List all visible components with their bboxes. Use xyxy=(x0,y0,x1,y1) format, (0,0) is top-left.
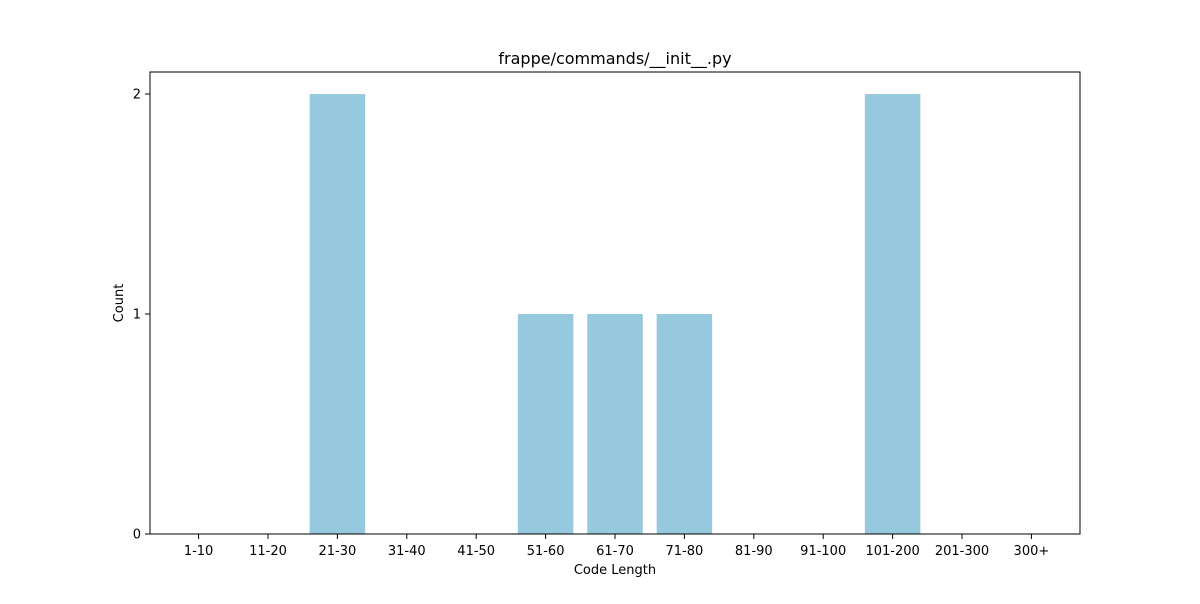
y-axis: 0 1 2 xyxy=(133,88,150,543)
x-tick-label: 31-40 xyxy=(388,544,426,559)
y-tick-label: 1 xyxy=(133,308,141,323)
x-axis-label: Code Length xyxy=(574,563,656,578)
x-tick-label: 101-200 xyxy=(865,544,919,559)
bar-71-80 xyxy=(656,314,713,534)
x-tick-label: 51-60 xyxy=(527,544,565,559)
x-tick-label: 11-20 xyxy=(249,544,287,559)
x-tick-label: 300+ xyxy=(1014,544,1050,559)
x-tick-label: 41-50 xyxy=(457,544,495,559)
bar-21-30 xyxy=(309,94,366,534)
x-axis: 1-10 11-20 21-30 31-40 41-50 51-60 61-70 71-80 8… xyxy=(184,534,1049,559)
bar-51-60 xyxy=(517,314,574,534)
x-tick-label: 21-30 xyxy=(318,544,356,559)
x-tick-label: 81-90 xyxy=(735,544,773,559)
chart-title: frappe/commands/__init__.py xyxy=(498,49,731,69)
y-axis-label: Count xyxy=(112,284,127,323)
x-tick-label: 91-100 xyxy=(800,544,846,559)
x-tick-label: 71-80 xyxy=(666,544,704,559)
x-tick-label: 61-70 xyxy=(596,544,634,559)
bar-61-70 xyxy=(587,314,643,534)
bars-layer xyxy=(309,94,921,534)
x-tick-label: 201-300 xyxy=(935,544,989,559)
x-tick-label: 1-10 xyxy=(184,544,214,559)
bar-101-200 xyxy=(864,94,921,534)
y-tick-label: 2 xyxy=(133,88,141,103)
y-tick-label: 0 xyxy=(133,528,141,543)
